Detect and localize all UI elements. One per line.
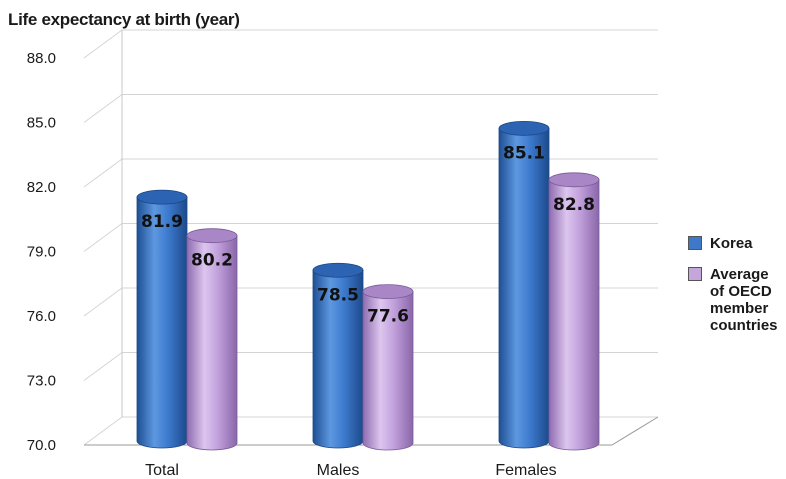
y-tick-label: 79.0 xyxy=(27,244,56,261)
gridline-depth xyxy=(83,94,123,123)
legend-label-oecd-2: of OECD xyxy=(710,283,772,300)
legend-label-oecd-1: Average xyxy=(710,266,769,283)
data-label-oecd-total: 80.2 xyxy=(191,251,233,271)
bar-top-oecd-males xyxy=(362,284,414,300)
gridline-depth xyxy=(83,158,123,188)
x-tick-label-males: Males xyxy=(317,462,360,479)
gridline-depth xyxy=(83,352,123,381)
bar-korea-females xyxy=(498,127,550,449)
x-tick-label-females: Females xyxy=(495,462,556,479)
bar-top-oecd-females xyxy=(548,172,600,188)
bar-top-korea-total xyxy=(136,189,188,205)
gridline-depth xyxy=(83,287,123,317)
gridline-depth xyxy=(83,29,123,59)
data-label-korea-males: 78.5 xyxy=(317,285,359,305)
legend-item-oecd: Average of OECD member countries xyxy=(688,266,784,334)
legend-swatch-korea xyxy=(688,236,702,250)
legend-label-oecd-4: countries xyxy=(710,317,778,334)
bar-top-oecd-total xyxy=(186,228,238,244)
gridline-depth xyxy=(83,416,123,446)
y-tick-label: 76.0 xyxy=(27,308,56,325)
bar-top-korea-males xyxy=(312,262,364,278)
bar-oecd-males xyxy=(362,291,414,451)
data-label-korea-females: 85.1 xyxy=(503,143,545,163)
legend-label-oecd-3: member xyxy=(710,300,769,317)
bar-oecd-total xyxy=(186,235,238,451)
bar-korea-total xyxy=(136,196,188,449)
legend-item-korea: Korea xyxy=(688,235,784,252)
y-tick-label: 70.0 xyxy=(27,437,56,454)
x-tick-label-total: Total xyxy=(145,462,179,479)
y-tick-label: 88.0 xyxy=(27,50,56,67)
bar-top-korea-females xyxy=(498,120,550,136)
floor-edge xyxy=(84,416,659,446)
legend-label-korea: Korea xyxy=(710,235,753,252)
y-axis-title: Life expectancy at birth (year) xyxy=(8,10,240,29)
y-tick-label: 73.0 xyxy=(27,373,56,390)
data-label-oecd-females: 82.8 xyxy=(553,195,595,215)
data-label-oecd-males: 77.6 xyxy=(367,307,409,327)
y-tick-label: 85.0 xyxy=(27,115,56,132)
legend: Korea Average of OECD member countries xyxy=(688,235,784,348)
bar-oecd-females xyxy=(548,179,600,451)
y-tick-label: 82.0 xyxy=(27,179,56,196)
gridline-depth xyxy=(83,223,123,252)
legend-swatch-oecd xyxy=(688,267,702,281)
data-label-korea-total: 81.9 xyxy=(141,212,183,232)
